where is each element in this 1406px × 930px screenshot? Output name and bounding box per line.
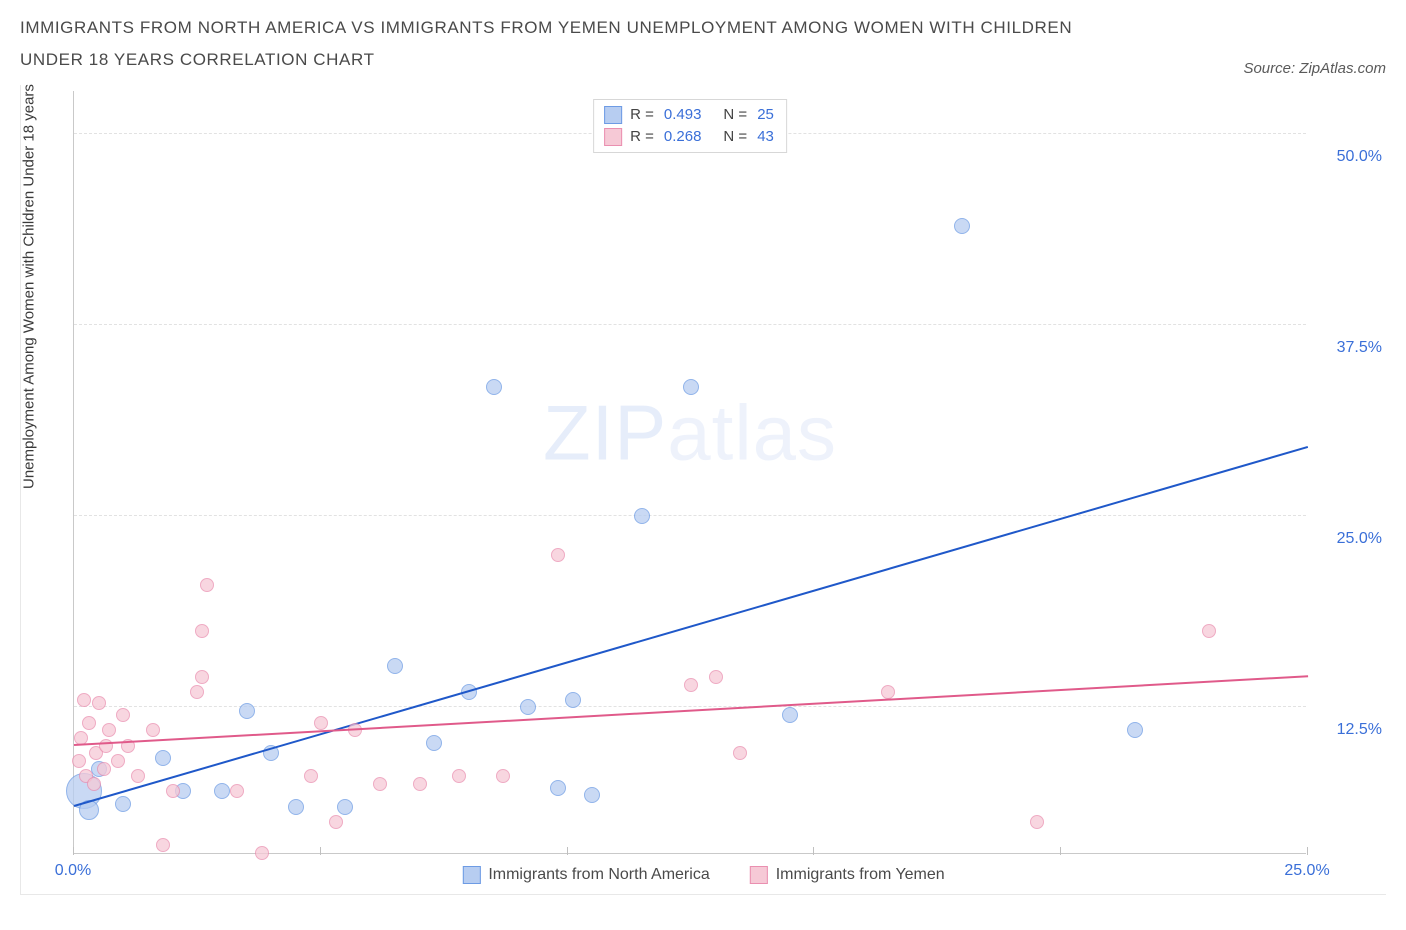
x-tick-mark <box>1307 847 1308 855</box>
data-point <box>329 815 343 829</box>
data-point <box>155 750 171 766</box>
chart-container: Unemployment Among Women with Children U… <box>20 85 1386 895</box>
data-point <box>304 769 318 783</box>
data-point <box>111 754 125 768</box>
y-tick-label: 50.0% <box>1337 148 1382 166</box>
y-tick-label: 12.5% <box>1337 721 1382 739</box>
data-point <box>373 777 387 791</box>
data-point <box>87 777 101 791</box>
data-point <box>314 716 328 730</box>
data-point <box>200 578 214 592</box>
watermark: ZIPatlas <box>543 388 837 479</box>
data-point <box>337 799 353 815</box>
data-point <box>77 693 91 707</box>
data-point <box>190 685 204 699</box>
data-point <box>684 678 698 692</box>
gridline <box>74 515 1306 516</box>
source-label: Source: ZipAtlas.com <box>1243 60 1386 77</box>
data-point <box>82 716 96 730</box>
legend-swatch <box>750 866 768 884</box>
legend-swatch <box>462 866 480 884</box>
data-point <box>166 784 180 798</box>
x-tick-label: 25.0% <box>1284 862 1329 880</box>
data-point <box>565 692 581 708</box>
data-point <box>99 739 113 753</box>
data-point <box>452 769 466 783</box>
data-point <box>426 735 442 751</box>
legend-series-label: Immigrants from North America <box>488 866 709 884</box>
data-point <box>709 670 723 684</box>
data-point <box>683 379 699 395</box>
stats-legend: R = 0.493N = 25R = 0.268N = 43 <box>593 99 787 153</box>
legend-swatch <box>604 106 622 124</box>
data-point <box>116 708 130 722</box>
data-point <box>131 769 145 783</box>
legend-stat-row: R = 0.493N = 25 <box>602 104 778 126</box>
data-point <box>195 624 209 638</box>
series-legend: Immigrants from North America Immigrants … <box>462 866 944 884</box>
data-point <box>288 799 304 815</box>
data-point <box>1030 815 1044 829</box>
gridline <box>74 706 1306 707</box>
data-point <box>584 787 600 803</box>
data-point <box>214 783 230 799</box>
chart-title: IMMIGRANTS FROM NORTH AMERICA VS IMMIGRA… <box>20 12 1120 77</box>
x-tick-mark <box>813 847 814 855</box>
data-point <box>1127 722 1143 738</box>
legend-stat-row: R = 0.268N = 43 <box>602 126 778 148</box>
x-tick-mark <box>320 847 321 855</box>
legend-series-item: Immigrants from Yemen <box>750 866 945 884</box>
data-point <box>881 685 895 699</box>
data-point <box>102 723 116 737</box>
data-point <box>486 379 502 395</box>
data-point <box>551 548 565 562</box>
data-point <box>520 699 536 715</box>
data-point <box>239 703 255 719</box>
gridline <box>74 324 1306 325</box>
data-point <box>550 780 566 796</box>
trend-line <box>74 446 1309 807</box>
y-tick-label: 37.5% <box>1337 339 1382 357</box>
x-tick-mark <box>73 847 74 855</box>
data-point <box>496 769 510 783</box>
data-point <box>146 723 160 737</box>
data-point <box>115 796 131 812</box>
data-point <box>413 777 427 791</box>
data-point <box>72 754 86 768</box>
x-tick-mark <box>1060 847 1061 855</box>
data-point <box>1202 624 1216 638</box>
x-tick-mark <box>567 847 568 855</box>
data-point <box>230 784 244 798</box>
data-point <box>92 696 106 710</box>
data-point <box>634 508 650 524</box>
legend-series-label: Immigrants from Yemen <box>776 866 945 884</box>
data-point <box>255 846 269 860</box>
y-axis-label: Unemployment Among Women with Children U… <box>21 84 38 489</box>
x-tick-label: 0.0% <box>55 862 91 880</box>
data-point <box>387 658 403 674</box>
plot-area: ZIPatlas R = 0.493N = 25R = 0.268N = 43 <box>73 91 1306 854</box>
y-tick-label: 25.0% <box>1337 530 1382 548</box>
data-point <box>733 746 747 760</box>
legend-swatch <box>604 128 622 146</box>
data-point <box>156 838 170 852</box>
data-point <box>97 762 111 776</box>
data-point <box>195 670 209 684</box>
data-point <box>954 218 970 234</box>
data-point <box>782 707 798 723</box>
legend-series-item: Immigrants from North America <box>462 866 709 884</box>
